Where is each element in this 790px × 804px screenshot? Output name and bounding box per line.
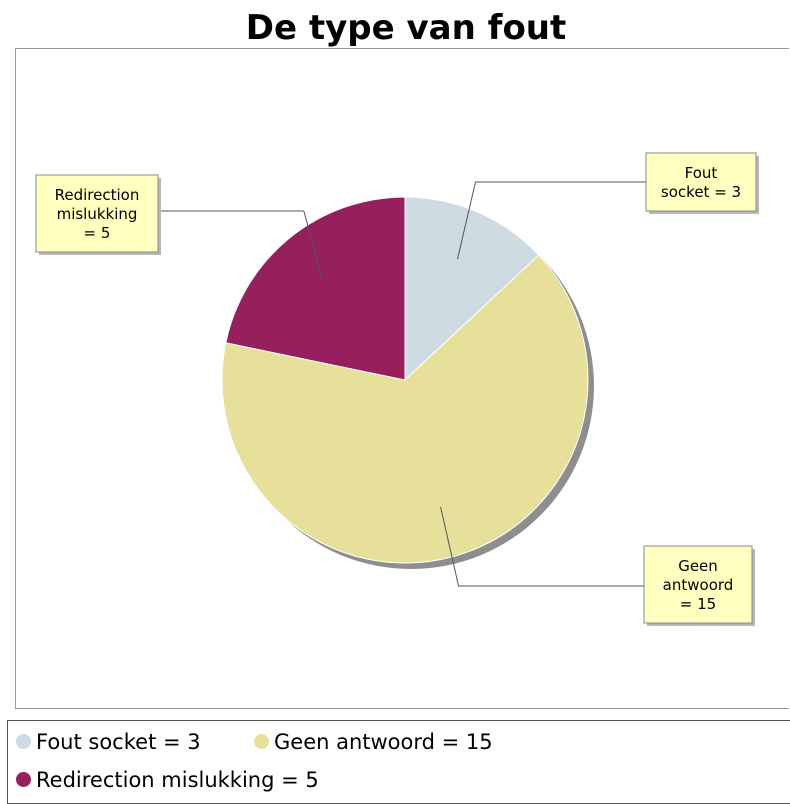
callout-label-geen-antwoord: antwoord bbox=[663, 576, 734, 594]
legend-item-geen-antwoord: Geen antwoord = 15 bbox=[254, 729, 493, 755]
legend-swatch-fout-socket bbox=[16, 733, 31, 749]
callout-box-redirection-mislukking bbox=[35, 174, 159, 253]
pie-slice-geen-antwoord bbox=[221, 254, 589, 564]
legend: Fout socket = 3 Geen antwoord = 15 Redir… bbox=[7, 720, 790, 804]
callout-label-redirection-mislukking: = 5 bbox=[84, 224, 111, 242]
callout-line-fout-socket bbox=[457, 181, 646, 260]
pie-slice-fout-socket bbox=[404, 196, 540, 382]
legend-item-fout-socket: Fout socket = 3 bbox=[16, 729, 201, 755]
legend-item-redirection-mislukking: Redirection mislukking = 5 bbox=[16, 767, 319, 793]
callout-box-fout-socket bbox=[645, 152, 757, 212]
callout-box-geen-antwoord bbox=[643, 545, 753, 624]
callout-label-geen-antwoord: = 15 bbox=[680, 595, 716, 613]
callout-label-redirection-mislukking: mislukking bbox=[57, 205, 138, 223]
legend-swatch-redirection-mislukking bbox=[16, 771, 31, 787]
legend-label-fout-socket: Fout socket = 3 bbox=[36, 730, 201, 754]
callout-line-geen-antwoord bbox=[440, 506, 644, 587]
callout-line-redirection-mislukking bbox=[158, 210, 323, 278]
legend-label-geen-antwoord: Geen antwoord = 15 bbox=[274, 730, 493, 754]
pie-slice-redirection-mislukking bbox=[225, 196, 406, 381]
callout-label-fout-socket: socket = 3 bbox=[661, 183, 741, 201]
chart-title: De type van fout bbox=[245, 8, 567, 48]
legend-swatch-geen-antwoord bbox=[254, 733, 269, 749]
legend-label-redirection-mislukking: Redirection mislukking = 5 bbox=[36, 768, 319, 792]
callout-label-fout-socket: Fout bbox=[685, 164, 718, 182]
callout-label-geen-antwoord: Geen bbox=[678, 557, 718, 575]
callout-label-redirection-mislukking: Redirection bbox=[55, 186, 140, 204]
